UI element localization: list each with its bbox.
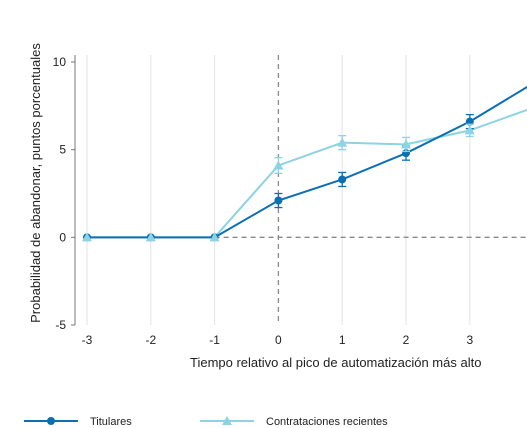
legend-label: Contrataciones recientes — [266, 416, 388, 428]
y-tick-label: 5 — [59, 143, 66, 157]
x-tick-label: 3 — [466, 333, 473, 347]
y-tick-label: -5 — [55, 318, 66, 332]
data-point — [82, 232, 92, 242]
series-line — [87, 108, 527, 239]
legend-marker — [47, 417, 55, 425]
x-axis-label: Tiempo relativo al pico de automatizació… — [190, 355, 481, 370]
data-point — [274, 196, 283, 205]
data-point — [401, 139, 411, 149]
y-ticks: -5 0 5 10 — [53, 55, 75, 332]
data-point — [338, 175, 347, 184]
legend-label: Titulares — [90, 416, 132, 428]
x-tick-label: 1 — [339, 333, 346, 347]
y-axis-label: Probabilidad de abandonar, puntos porcen… — [28, 43, 43, 323]
x-tick-label: -3 — [82, 333, 93, 347]
series-group — [82, 85, 527, 242]
data-point — [337, 137, 348, 147]
axes — [74, 55, 527, 325]
x-tick-label: 0 — [275, 333, 282, 347]
x-ticks: -3 -2 -1 0 1 2 3 — [82, 333, 474, 347]
grid-lines — [86, 55, 471, 325]
legend: Titulares Contrataciones recientes — [24, 416, 388, 428]
x-tick-label: 2 — [403, 333, 410, 347]
y-tick-label: 0 — [59, 230, 66, 244]
data-point — [464, 125, 475, 135]
data-point — [145, 232, 156, 242]
data-point — [209, 232, 220, 242]
series-line — [87, 85, 527, 239]
x-tick-label: -1 — [209, 333, 220, 347]
legend-marker — [222, 416, 232, 425]
data-point — [273, 160, 284, 170]
y-tick-label: 10 — [53, 55, 67, 69]
x-tick-label: -2 — [145, 333, 156, 347]
